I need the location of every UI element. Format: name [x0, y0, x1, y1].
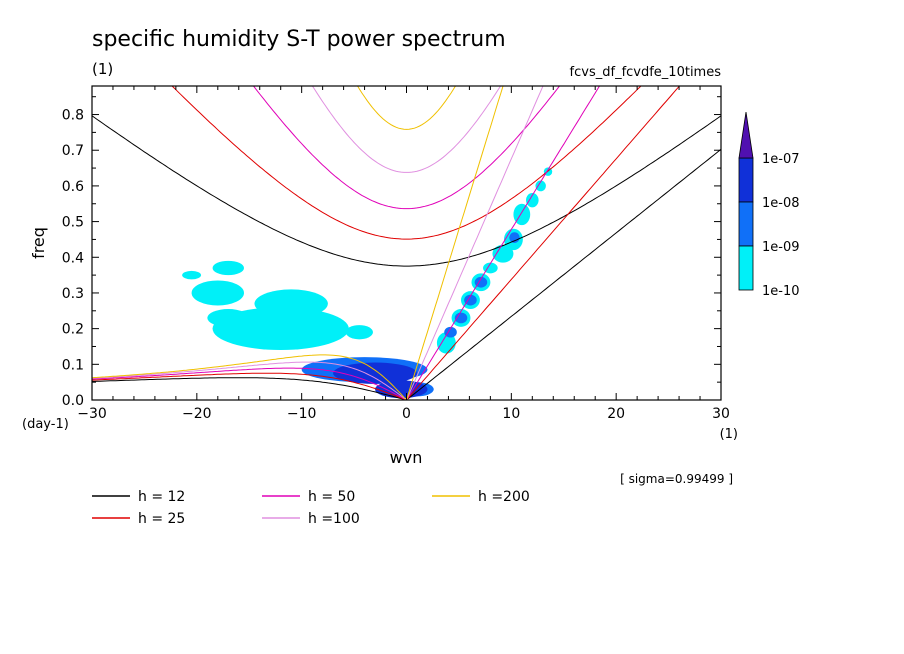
chart-title: specific humidity S-T power spectrum: [92, 27, 506, 52]
colorbar-segment: [738, 245, 754, 291]
plot-frame: [91, 85, 722, 401]
power-patch: [464, 294, 477, 306]
legend-label: h = 25: [138, 511, 185, 527]
colorbar-segment: [738, 201, 754, 247]
kelvin-wave-curve: [406, 86, 504, 400]
axis-ticks: −30 −20 −10 0 10 20 30 0.0 0.1 0.2 0.3 0.4 0.5 0.6 0.7…: [62, 86, 730, 422]
legend-label: h = 50: [308, 489, 355, 505]
y-tick-label: 0.1: [62, 357, 84, 373]
kelvin-wave-curve: [406, 86, 544, 400]
power-patch: [207, 309, 250, 327]
x-tick-label: −10: [287, 406, 317, 422]
x-tick-label: 30: [712, 406, 730, 422]
x-tick-label: −30: [77, 406, 107, 422]
rossby-wave-curve: [92, 361, 407, 400]
power-patch: [526, 193, 539, 208]
power-patch: [345, 325, 373, 340]
power-patch: [212, 260, 245, 276]
power-patch: [483, 262, 498, 274]
dispersion-curves: [92, 86, 721, 400]
y-tick-label: 0.3: [62, 286, 84, 302]
gravity-wave-curve: [356, 86, 457, 130]
colorbar-segment: [738, 157, 754, 203]
y-tick-label: 0.0: [62, 393, 84, 409]
power-patch: [535, 180, 546, 192]
colorbar-label: 1e-09: [762, 240, 800, 255]
y-tick-label: 0.7: [62, 143, 84, 159]
y-tick-label: 0.6: [62, 179, 84, 195]
power-patch: [509, 232, 520, 243]
x-tick-label: 20: [607, 406, 625, 422]
rossby-wave-curve: [92, 372, 407, 400]
legend-label: h =200: [478, 489, 530, 505]
power-patch: [492, 244, 514, 263]
colorbar-label: 1e-08: [762, 196, 800, 211]
y-unit-label: (day-1): [22, 417, 69, 432]
gravity-wave-curve: [92, 115, 721, 267]
x-unit-label: (1): [720, 427, 738, 442]
y-tick-label: 0.8: [62, 108, 84, 124]
x-axis-label: wvn: [390, 448, 423, 467]
colorbar-extension: [738, 111, 754, 159]
x-tick-label: 0: [402, 406, 411, 422]
colorbar-label: 1e-07: [762, 152, 800, 167]
colorbar: 1e-07 1e-08 1e-09 1e-10: [738, 111, 800, 299]
kelvin-wave-curve: [406, 148, 721, 400]
y-tick-label: 0.5: [62, 215, 84, 231]
legend: h = 12 h = 25 h = 50 h =100 h =200: [92, 489, 530, 527]
kelvin-wave-curve: [406, 86, 601, 400]
chart-subtitle-right: fcvs_df_fcvdfe_10times: [570, 65, 722, 80]
y-tick-label: 0.2: [62, 322, 84, 338]
rossby-wave-curve: [92, 367, 407, 400]
legend-label: h = 12: [138, 489, 185, 505]
power-patch: [254, 289, 328, 318]
power-patch: [454, 312, 468, 324]
gravity-wave-curve: [311, 86, 502, 173]
rossby-wave-curve: [92, 354, 407, 400]
power-patch: [333, 362, 417, 384]
colorbar-label: 1e-10: [762, 284, 800, 299]
gravity-wave-curve: [171, 86, 642, 240]
chart-subtitle-left: (1): [92, 60, 113, 78]
x-tick-label: −20: [182, 406, 212, 422]
power-patch: [191, 280, 245, 306]
power-contours: [182, 167, 553, 399]
x-tick-label: 10: [502, 406, 520, 422]
kelvin-wave-curve: [406, 86, 681, 400]
power-patch: [444, 326, 457, 338]
gravity-wave-curve: [252, 86, 561, 210]
sigma-note: [ sigma=0.99499 ]: [620, 472, 733, 486]
y-axis-label: freq: [29, 227, 48, 259]
y-tick-label: 0.4: [62, 250, 84, 266]
legend-label: h =100: [308, 511, 360, 527]
rossby-wave-curve: [92, 377, 407, 400]
power-patch: [182, 270, 202, 280]
